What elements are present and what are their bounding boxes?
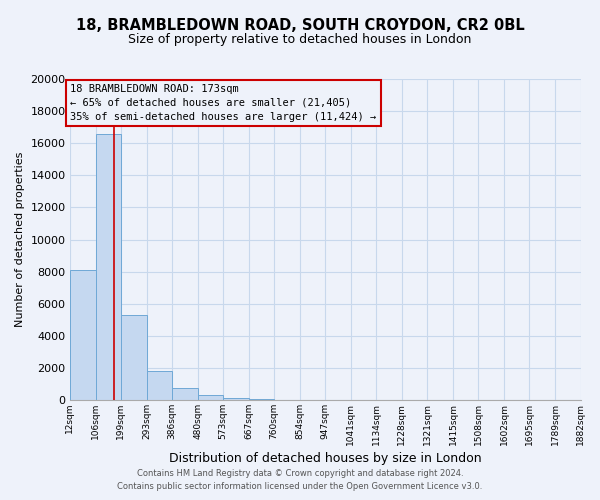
- X-axis label: Distribution of detached houses by size in London: Distribution of detached houses by size …: [169, 452, 481, 465]
- Text: Size of property relative to detached houses in London: Size of property relative to detached ho…: [128, 32, 472, 46]
- Bar: [70, 270, 95, 400]
- Bar: [172, 388, 197, 400]
- Y-axis label: Number of detached properties: Number of detached properties: [15, 152, 25, 328]
- Bar: [121, 315, 146, 400]
- Bar: [197, 396, 223, 400]
- Bar: [146, 371, 172, 400]
- Text: 18 BRAMBLEDOWN ROAD: 173sqm
← 65% of detached houses are smaller (21,405)
35% of: 18 BRAMBLEDOWN ROAD: 173sqm ← 65% of det…: [70, 84, 377, 122]
- Bar: [223, 398, 249, 400]
- Text: 18, BRAMBLEDOWN ROAD, SOUTH CROYDON, CR2 0BL: 18, BRAMBLEDOWN ROAD, SOUTH CROYDON, CR2…: [76, 18, 524, 32]
- Bar: [95, 134, 121, 400]
- Bar: [249, 398, 274, 400]
- Text: Contains HM Land Registry data © Crown copyright and database right 2024.
Contai: Contains HM Land Registry data © Crown c…: [118, 470, 482, 491]
